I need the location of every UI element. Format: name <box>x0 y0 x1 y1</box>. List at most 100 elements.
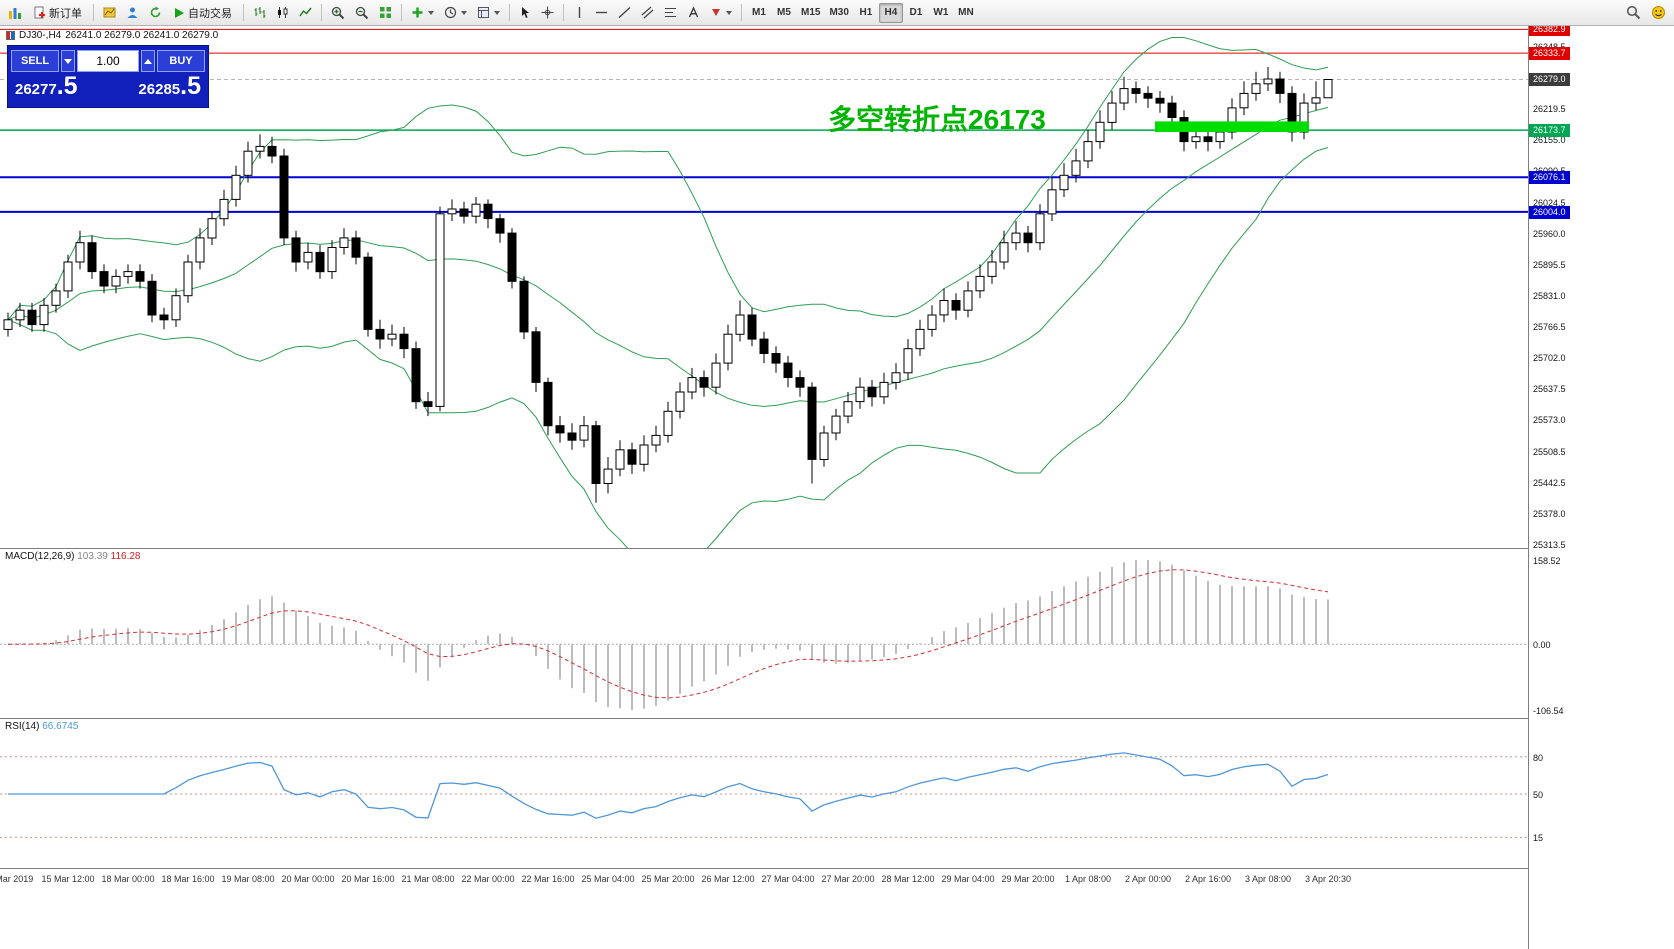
pane-separator[interactable] <box>0 718 1674 719</box>
chart-window: DJ30-,H4 26241.0 26279.0 26241.0 26279.0… <box>0 23 1674 949</box>
timeframe-button-m1[interactable]: M1 <box>752 7 766 18</box>
trade-panel-controls: SELL BUY <box>11 49 205 73</box>
volume-decrease-button[interactable] <box>61 50 75 72</box>
candlestick-chart-button[interactable] <box>272 3 293 23</box>
community-button[interactable] <box>1647 3 1670 23</box>
bollinger-bands[interactable] <box>7 37 1329 549</box>
timeframe-button-m5[interactable]: M5 <box>777 7 791 18</box>
time-label: 19 Mar 08:00 <box>221 874 275 884</box>
buy-button[interactable]: BUY <box>157 50 205 72</box>
main-chart[interactable] <box>0 26 1528 548</box>
macd-pane: MACD(12,26,9) 103.39 116.28 <box>0 548 1528 718</box>
macd-main-value: 103.39 <box>77 551 108 562</box>
fibonacci-icon <box>665 8 676 17</box>
time-label: 25 Mar 04:00 <box>581 874 635 884</box>
timeframe-button-m15[interactable]: M15 <box>801 7 821 18</box>
macd-header: MACD(12,26,9) 103.39 116.28 <box>5 551 140 562</box>
price-tick-label: 25573.0 <box>1533 415 1566 425</box>
symbol-name: DJ30-,H4 <box>19 30 62 41</box>
sell-button[interactable]: SELL <box>11 50 59 72</box>
toolbar-separator <box>401 4 402 21</box>
price-tag-26173.7: 26173.7 <box>1529 124 1570 137</box>
time-axis[interactable]: 14 Mar 2019 15 Mar 12:00 18 Mar 00:00 18 Ma… <box>0 868 1674 890</box>
time-label: 14 Mar 2019 <box>0 874 34 884</box>
price-tag-26382.9: 26382.9 <box>1529 23 1570 36</box>
app-logo-icon <box>9 7 21 19</box>
down-arrow-icon <box>64 58 72 64</box>
rsi-pane: RSI(14) 66.6745 <box>0 718 1528 868</box>
candles-layer <box>3 66 1333 503</box>
timeframe-button-h4[interactable]: H4 <box>878 2 903 23</box>
macd-indicator-chart[interactable] <box>0 548 1528 718</box>
auto-trading-button[interactable]: 自动交易 <box>168 3 238 23</box>
line-chart-button[interactable] <box>295 3 316 23</box>
time-label: 3 Apr 20:30 <box>1304 874 1352 884</box>
templates-button[interactable] <box>473 3 504 23</box>
price-tag-26279.0: 26279.0 <box>1529 73 1570 86</box>
pane-separator[interactable] <box>0 548 1674 549</box>
tile-windows-button[interactable] <box>375 3 396 23</box>
price-axis[interactable]: 26348.526284.026219.526155.026090.526024… <box>1528 23 1674 949</box>
price-tick-label: 25895.5 <box>1533 260 1566 270</box>
new-order-label: 新订单 <box>49 7 82 20</box>
time-label: 2 Apr 00:00 <box>1124 874 1172 884</box>
time-label: 20 Mar 16:00 <box>341 874 395 884</box>
turning-point-highlight-bar[interactable] <box>1155 121 1309 132</box>
up-arrow-icon <box>144 58 152 64</box>
price-tick-label: 26219.5 <box>1533 104 1566 114</box>
templates-icon <box>478 7 489 18</box>
text-button[interactable] <box>683 3 704 23</box>
horizontal-line-button[interactable] <box>591 3 612 23</box>
profiles-button[interactable] <box>99 3 120 23</box>
timeframe-button-w1[interactable]: W1 <box>933 7 949 18</box>
search-button[interactable] <box>1622 3 1645 23</box>
price-tag-26076.1: 26076.1 <box>1529 171 1570 184</box>
channel-button[interactable] <box>637 3 658 23</box>
arrow-tools-button[interactable] <box>706 3 736 23</box>
zoom-out-button[interactable] <box>351 3 373 23</box>
bar-chart-button[interactable] <box>249 3 270 23</box>
crosshair-button[interactable] <box>537 3 558 23</box>
market-watch-button[interactable] <box>122 3 143 23</box>
auto-trading-label: 自动交易 <box>188 7 232 20</box>
timeframe-button-d1[interactable]: D1 <box>909 7 923 18</box>
timeframe-button-m30[interactable]: M30 <box>829 7 849 18</box>
rsi-axis-label: 50 <box>1533 790 1544 800</box>
vertical-line-button[interactable] <box>569 3 589 23</box>
volume-input[interactable] <box>77 50 139 72</box>
price-tick-label: 25508.5 <box>1533 447 1566 457</box>
new-order-button[interactable]: 新订单 <box>28 3 88 23</box>
macd-signal-value: 116.28 <box>110 551 141 562</box>
periods-button[interactable] <box>440 3 471 23</box>
market-watch-icon <box>127 7 138 18</box>
price-tick-label: 25442.5 <box>1533 478 1566 488</box>
indicators-button[interactable] <box>407 3 438 23</box>
time-label: 26 Mar 12:00 <box>701 874 755 884</box>
timeframe-button-h1[interactable]: H1 <box>859 7 873 18</box>
price-tick-label: 25831.0 <box>1533 291 1566 301</box>
dropdown-caret-icon <box>461 10 467 15</box>
sell-price-main: 26277 <box>15 81 57 98</box>
chart-annotation-text[interactable]: 多空转折点26173 <box>828 104 1046 135</box>
rsi-header: RSI(14) 66.6745 <box>5 721 78 732</box>
volume-increase-button[interactable] <box>141 50 155 72</box>
zoom-in-button[interactable] <box>327 3 349 23</box>
refresh-button[interactable] <box>145 3 166 23</box>
time-label: 18 Mar 16:00 <box>161 874 215 884</box>
cursor-button[interactable] <box>515 3 535 23</box>
arrow-tools-icon <box>712 8 720 16</box>
timeframe-button-mn[interactable]: MN <box>958 7 974 18</box>
trendline-button[interactable] <box>614 3 635 23</box>
indicators-icon <box>412 7 423 18</box>
fibonacci-button[interactable] <box>660 3 681 23</box>
macd-signal-line <box>7 569 1329 699</box>
rsi-indicator-chart[interactable] <box>0 718 1528 868</box>
rsi-line <box>8 752 1329 819</box>
time-label: 1 Apr 08:00 <box>1064 874 1112 884</box>
ohlc-values: 26241.0 26279.0 26241.0 26279.0 <box>65 30 219 41</box>
price-tick-label: 25960.0 <box>1533 229 1566 239</box>
timeframe-toolbar: M1 M5 M15 M30 H1 H4 D1 W1 MN <box>747 2 978 23</box>
macd-axis-label: 0.00 <box>1533 640 1551 650</box>
horizontal-lines[interactable] <box>0 28 1528 213</box>
